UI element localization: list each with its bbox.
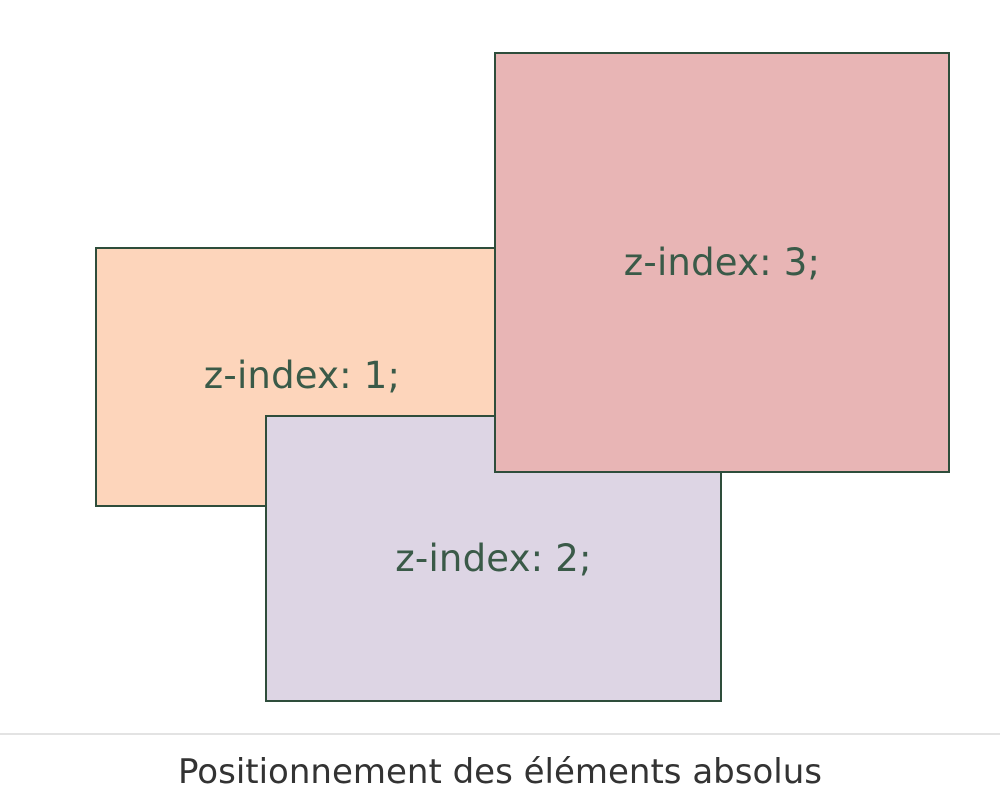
figure-caption: Positionnement des éléments absolus xyxy=(178,752,822,792)
z-index-diagram: z-index: 1; z-index: 2; z-index: 3; xyxy=(95,52,950,702)
box-z-index-2: z-index: 2; xyxy=(265,415,722,702)
box-1-label: z-index: 1; xyxy=(203,354,401,397)
caption-divider xyxy=(0,733,1000,735)
box-3-label: z-index: 3; xyxy=(623,241,821,284)
box-2-label: z-index: 2; xyxy=(395,537,592,580)
box-z-index-3: z-index: 3; xyxy=(494,52,950,473)
